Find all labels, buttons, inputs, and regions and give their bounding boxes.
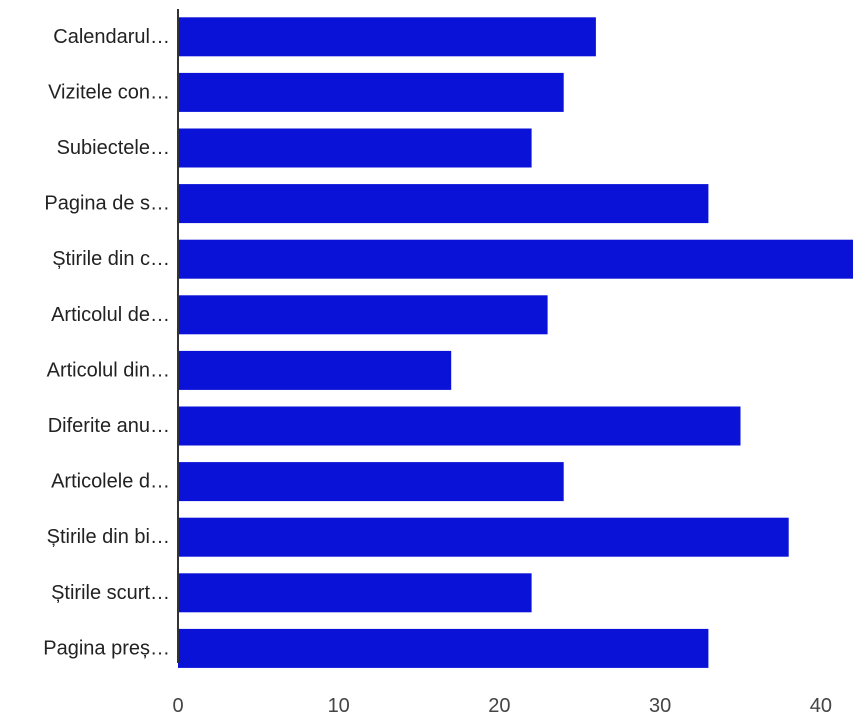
category-label-10: Știrile din bi…	[47, 526, 170, 548]
bar-6	[178, 295, 548, 335]
bar-2	[178, 72, 564, 112]
bar-10	[178, 517, 789, 557]
bar-4	[178, 184, 709, 224]
x-tick-label-10: 10	[328, 695, 350, 715]
bar-1	[178, 17, 596, 57]
bar-12	[178, 628, 709, 668]
category-label-1: Calendarul…	[53, 26, 170, 48]
category-label-2: Vizitele con…	[48, 81, 170, 103]
x-tick-label-20: 20	[488, 695, 510, 715]
bar-8	[178, 406, 741, 446]
x-tick-label-40: 40	[810, 695, 832, 715]
category-label-11: Știrile scurt…	[51, 582, 170, 604]
category-label-12: Pagina preș…	[43, 637, 170, 659]
category-labels-group: Calendarul… Vizitele con… Subiectele… Pagin…	[43, 26, 170, 660]
category-label-3: Subiectele…	[57, 137, 170, 159]
x-tick-labels-group: 0 10 20 30 40	[172, 695, 832, 717]
category-label-6: Articolul de…	[51, 304, 170, 326]
category-label-7: Articolul din…	[47, 359, 170, 381]
bar-3	[178, 128, 532, 168]
bar-5	[178, 239, 853, 279]
category-label-8: Diferite anu…	[48, 415, 170, 437]
bars-group	[178, 17, 853, 668]
x-tick-label-0: 0	[172, 695, 183, 715]
bar-11	[178, 573, 532, 613]
x-tick-label-30: 30	[649, 695, 671, 715]
category-label-5: Știrile din c…	[52, 248, 170, 270]
bar-9	[178, 462, 564, 502]
bar-7	[178, 350, 452, 390]
category-label-9: Articolele d…	[51, 471, 170, 493]
category-label-4: Pagina de s…	[44, 193, 170, 215]
